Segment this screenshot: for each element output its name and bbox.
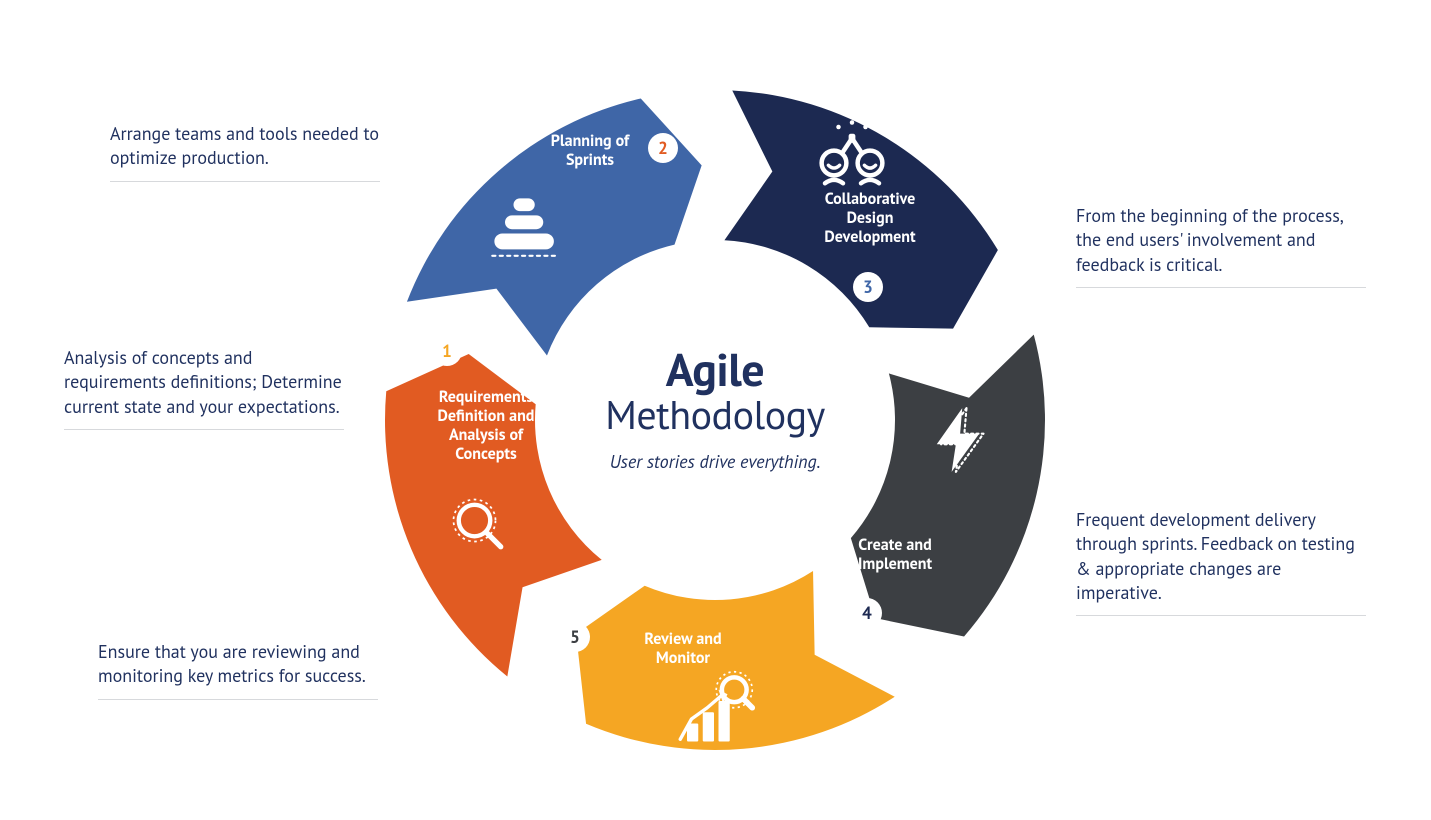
callout-requirements: Analysis of concepts and requirements de… [64,346,344,430]
callout-planning: Arrange teams and tools needed to optimi… [110,122,380,182]
segment-badge-2: 2 [648,133,678,163]
center-title: Agile Methodology User stories drive eve… [575,346,855,473]
callout-collaborative: From the beginning of the process, the e… [1076,204,1366,288]
segment-label-review: Review andMonitor [618,630,748,668]
callout-review: Ensure that you are reviewing and monito… [98,640,378,700]
callout-create: Frequent development delivery through sp… [1076,508,1366,616]
center-subtitle: User stories drive everything. [575,450,855,473]
segment-badge-5: 5 [560,622,590,652]
segment-label-requirements: RequirementsDefinition andAnalysis ofCon… [416,388,556,464]
segment-label-create: Create andImplement [830,536,960,574]
segment-label-collaborative: CollaborativeDesignDevelopment [800,190,940,247]
center-title-line2: Methodology [575,394,855,436]
center-title-line1: Agile [575,346,855,392]
segment-badge-3: 3 [853,272,883,302]
segment-label-planning: Planning ofSprints [530,132,650,170]
segment-badge-1: 1 [432,336,462,366]
segment-badge-4: 4 [852,598,882,628]
